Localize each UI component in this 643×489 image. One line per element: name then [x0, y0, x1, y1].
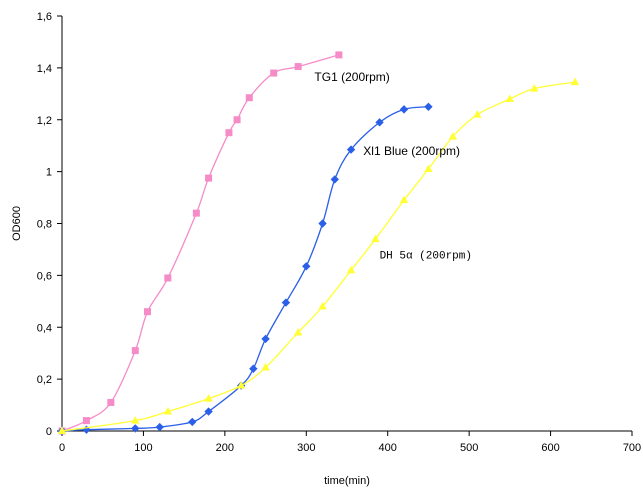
data-point-tg1-200rpm	[245, 94, 253, 102]
x-tick-label: 100	[134, 442, 152, 454]
data-point-xl1-blue-200rpm	[131, 424, 140, 433]
series-label-xl1-blue-200rpm: Xl1 Blue (200rpm)	[363, 144, 460, 158]
y-axis-title: OD600	[11, 206, 23, 241]
data-point-xl1-blue-200rpm	[375, 118, 384, 127]
series-xl1-blue-200rpm	[57, 102, 433, 436]
data-point-tg1-200rpm	[82, 417, 90, 425]
data-point-xl1-blue-200rpm	[155, 422, 164, 432]
axes	[57, 15, 633, 436]
data-point-dh-5-200rpm	[131, 416, 140, 424]
series-dh-5-200rpm	[57, 77, 580, 434]
data-point-xl1-blue-200rpm	[318, 219, 327, 228]
data-point-dh-5-200rpm	[346, 265, 356, 274]
y-tick-label: 0,6	[37, 270, 52, 282]
data-point-tg1-200rpm	[205, 174, 213, 182]
data-point-xl1-blue-200rpm	[281, 298, 291, 307]
x-tick-label: 400	[379, 442, 397, 454]
data-point-tg1-200rpm	[233, 116, 241, 124]
data-point-dh-5-200rpm	[424, 164, 433, 173]
data-point-dh-5-200rpm	[204, 394, 213, 402]
series-line-tg1-200rpm	[61, 54, 340, 432]
y-tick-label: 1,2	[37, 115, 52, 127]
data-point-xl1-blue-200rpm	[346, 145, 356, 154]
data-point-xl1-blue-200rpm	[249, 364, 258, 373]
y-tick-label: 1	[46, 167, 52, 179]
data-point-xl1-blue-200rpm	[261, 334, 270, 344]
data-point-dh-5-200rpm	[473, 110, 482, 118]
data-point-dh-5-200rpm	[163, 407, 173, 415]
series-label-tg1-200rpm: TG1 (200rpm)	[314, 70, 389, 84]
data-point-tg1-200rpm	[225, 129, 233, 137]
x-tick-label: 500	[460, 442, 478, 454]
x-tick-label: 700	[623, 442, 641, 454]
y-tick-label: 0,8	[37, 219, 52, 231]
data-point-xl1-blue-200rpm	[302, 262, 311, 271]
data-point-dh-5-200rpm	[236, 381, 246, 389]
data-point-dh-5-200rpm	[570, 77, 580, 86]
data-point-dh-5-200rpm	[530, 84, 539, 92]
data-point-tg1-200rpm	[270, 69, 278, 77]
y-tick-label: 0,2	[37, 374, 52, 386]
x-tick-label: 300	[297, 442, 315, 454]
data-point-dh-5-200rpm	[57, 426, 67, 434]
data-point-xl1-blue-200rpm	[188, 417, 197, 427]
data-point-dh-5-200rpm	[293, 327, 303, 336]
data-point-tg1-200rpm	[107, 398, 115, 406]
x-tick-label: 200	[216, 442, 234, 454]
data-point-tg1-200rpm	[335, 51, 343, 59]
data-point-dh-5-200rpm	[399, 195, 409, 204]
x-tick-label: 600	[541, 442, 559, 454]
y-tick-label: 0	[46, 426, 52, 438]
y-tick-label: 1,4	[37, 63, 52, 75]
data-point-dh-5-200rpm	[371, 234, 380, 243]
tick-labels: 0 100 200 300 400 500 600 700 0 0,2 0,4 0,6 0,8 1 1,2 1…	[37, 11, 641, 454]
annotations: TG1 (200rpm) Xl1 Blue (200rpm) DH 5α (200r…	[314, 70, 472, 263]
data-point-xl1-blue-200rpm	[424, 102, 433, 111]
data-point-dh-5-200rpm	[318, 302, 327, 310]
data-point-xl1-blue-200rpm	[204, 407, 213, 416]
data-point-xl1-blue-200rpm	[330, 175, 339, 184]
data-point-dh-5-200rpm	[505, 94, 515, 102]
data-point-tg1-200rpm	[144, 308, 151, 316]
y-tick-label: 1,6	[37, 11, 52, 23]
series-tg1-200rpm	[58, 51, 343, 435]
series-line-dh-5-200rpm	[61, 81, 576, 432]
data-point-tg1-200rpm	[164, 274, 172, 282]
series-layer	[57, 51, 580, 436]
data-point-dh-5-200rpm	[448, 132, 458, 140]
data-point-xl1-blue-200rpm	[399, 105, 409, 114]
x-tick-label: 0	[59, 442, 65, 454]
data-point-dh-5-200rpm	[261, 362, 270, 371]
data-point-tg1-200rpm	[192, 209, 200, 217]
x-axis-title: time(min)	[324, 475, 370, 487]
y-tick-label: 0,4	[37, 322, 52, 334]
data-point-tg1-200rpm	[294, 63, 302, 71]
data-point-tg1-200rpm	[131, 347, 139, 355]
series-label-dh-5-200rpm: DH 5α (200rpm)	[380, 251, 472, 263]
